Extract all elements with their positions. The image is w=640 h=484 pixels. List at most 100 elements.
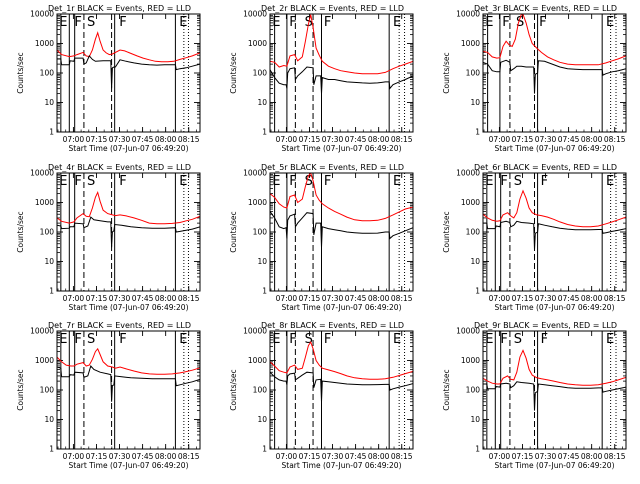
x-tick-label: 08:00 bbox=[368, 135, 390, 144]
x-tick-label: 07:45 bbox=[345, 294, 367, 303]
region-label: F bbox=[119, 15, 126, 30]
y-tick-label: 1 bbox=[262, 128, 267, 137]
region-label: E bbox=[393, 15, 401, 30]
x-tick-label: 07:00 bbox=[63, 294, 85, 303]
x-tick-label: 07:45 bbox=[132, 452, 154, 461]
region-label: E bbox=[179, 174, 187, 189]
y-tick-label: 10000 bbox=[456, 327, 480, 336]
plot-frame bbox=[56, 13, 201, 133]
y-tick-label: 1000 bbox=[461, 356, 480, 365]
x-tick-label: 08:00 bbox=[155, 452, 177, 461]
panel-title: Det_2r BLACK = Events, RED = LLD bbox=[261, 4, 404, 13]
y-tick-label: 1000 bbox=[35, 39, 54, 48]
x-tick-label: 08:00 bbox=[368, 294, 390, 303]
x-tick-label: 07:15 bbox=[512, 294, 534, 303]
x-tick-label: 08:15 bbox=[604, 452, 626, 461]
series-group bbox=[483, 189, 626, 250]
y-tick-label: 10 bbox=[257, 98, 267, 107]
x-tick-label: 07:15 bbox=[86, 294, 108, 303]
x-tick-label: 07:30 bbox=[109, 294, 131, 303]
y-tick-label: 1 bbox=[49, 445, 54, 454]
y-tick-label: 1 bbox=[475, 128, 480, 137]
x-tick-label: 07:00 bbox=[489, 135, 511, 144]
x-tick-label: 08:15 bbox=[178, 452, 200, 461]
region-label: S bbox=[87, 15, 95, 30]
events-series-line bbox=[270, 371, 413, 402]
x-tick-label: 08:00 bbox=[368, 452, 390, 461]
region-label: E bbox=[59, 332, 67, 347]
y-tick-label: 100 bbox=[466, 386, 481, 395]
events-series-line bbox=[57, 365, 200, 402]
x-axis-label: Start Time (07-Jun-07 06:49:20) bbox=[69, 144, 189, 153]
panel-8: 1 10 100 1000 10000 07:00 07:15 07:30 07:45 08:00… bbox=[229, 321, 414, 470]
x-axis-label: Start Time (07-Jun-07 06:49:20) bbox=[282, 461, 402, 470]
x-tick-label: 07:30 bbox=[535, 294, 557, 303]
panel-1: 1 10 100 1000 10000 07:00 07:15 07:30 07:45 08:00… bbox=[16, 4, 201, 153]
region-label: F bbox=[289, 15, 296, 30]
y-tick-label: 10 bbox=[44, 415, 54, 424]
panel-title: Det_4r BLACK = Events, RED = LLD bbox=[48, 163, 191, 172]
region-label: F bbox=[541, 174, 548, 189]
x-axis-label: Start Time (07-Jun-07 06:49:20) bbox=[69, 303, 189, 312]
panel-title: Det_7r BLACK = Events, RED = LLD bbox=[48, 321, 191, 330]
region-label: E bbox=[393, 174, 401, 189]
x-axis-label: Start Time (07-Jun-07 06:49:20) bbox=[69, 461, 189, 470]
x-tick-label: 07:30 bbox=[322, 294, 344, 303]
series-group bbox=[270, 14, 413, 94]
region-label: F bbox=[119, 332, 126, 347]
panel-title: Det_3r BLACK = Events, RED = LLD bbox=[474, 4, 617, 13]
x-axis-label: Start Time (07-Jun-07 06:49:20) bbox=[495, 461, 615, 470]
events-series-line bbox=[483, 381, 626, 411]
series-group bbox=[57, 347, 200, 402]
events-series-line bbox=[57, 216, 200, 248]
x-tick-label: 07:45 bbox=[132, 135, 154, 144]
region-label: E bbox=[606, 15, 614, 30]
y-tick-label: 10 bbox=[257, 257, 267, 266]
x-axis-label: Start Time (07-Jun-07 06:49:20) bbox=[495, 303, 615, 312]
x-tick-label: 07:00 bbox=[489, 294, 511, 303]
y-tick-label: 100 bbox=[253, 69, 268, 78]
y-tick-label: 1000 bbox=[461, 198, 480, 207]
region-label: E bbox=[485, 15, 493, 30]
x-tick-label: 07:00 bbox=[63, 135, 85, 144]
region-label: F bbox=[324, 15, 331, 30]
x-axis-label: Start Time (07-Jun-07 06:49:20) bbox=[282, 303, 402, 312]
region-label: E bbox=[606, 332, 614, 347]
panel-9: 1 10 100 1000 10000 07:00 07:15 07:30 07:45 08:00… bbox=[442, 321, 627, 470]
region-label: E bbox=[179, 15, 187, 30]
x-tick-label: 07:30 bbox=[535, 135, 557, 144]
y-tick-label: 10 bbox=[257, 415, 267, 424]
y-axis-label: Counts/sec bbox=[16, 211, 25, 252]
x-tick-label: 08:15 bbox=[178, 135, 200, 144]
region-label: E bbox=[59, 15, 67, 30]
x-tick-label: 07:15 bbox=[299, 294, 321, 303]
region-label: F bbox=[541, 332, 548, 347]
y-tick-label: 100 bbox=[466, 69, 481, 78]
y-tick-label: 10000 bbox=[30, 10, 54, 19]
panel-title: Det_1r BLACK = Events, RED = LLD bbox=[48, 4, 191, 13]
events-series-line bbox=[483, 59, 626, 94]
x-tick-label: 07:45 bbox=[345, 452, 367, 461]
x-tick-label: 08:00 bbox=[155, 135, 177, 144]
y-tick-label: 10000 bbox=[30, 327, 54, 336]
x-tick-label: 08:15 bbox=[391, 294, 413, 303]
y-tick-label: 100 bbox=[466, 228, 481, 237]
panel-6: 1 10 100 1000 10000 07:00 07:15 07:30 07:45 08:00… bbox=[442, 163, 627, 312]
region-label: S bbox=[514, 174, 522, 189]
region-label: E bbox=[393, 332, 401, 347]
x-tick-label: 08:15 bbox=[391, 135, 413, 144]
panel-title: Det_6r BLACK = Events, RED = LLD bbox=[474, 163, 617, 172]
panel-2: 1 10 100 1000 10000 07:00 07:15 07:30 07:45 08:00… bbox=[229, 4, 414, 153]
panel-title: Det_8r BLACK = Events, RED = LLD bbox=[261, 321, 404, 330]
y-axis-label: Counts/sec bbox=[16, 369, 25, 410]
x-tick-label: 07:15 bbox=[512, 452, 534, 461]
region-label: S bbox=[87, 174, 95, 189]
panel-5: 1 10 100 1000 10000 07:00 07:15 07:30 07:45 08:00… bbox=[229, 163, 414, 312]
y-tick-label: 10000 bbox=[456, 10, 480, 19]
region-label: F bbox=[502, 15, 509, 30]
x-axis-label: Start Time (07-Jun-07 06:49:20) bbox=[282, 144, 402, 153]
x-tick-label: 07:15 bbox=[86, 452, 108, 461]
events-series-line bbox=[270, 66, 413, 94]
y-tick-label: 100 bbox=[253, 386, 268, 395]
